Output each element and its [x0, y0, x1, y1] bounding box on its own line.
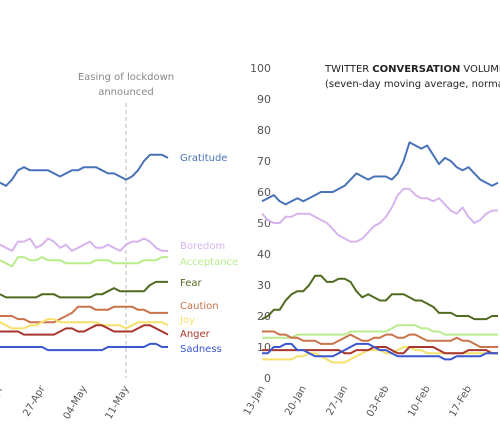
legend-label: Caution [180, 301, 219, 312]
y-tick-label: 90 [257, 93, 271, 106]
series-line [0, 256, 168, 268]
chart-0: 20-Apr 27-Apr 04-May 11-May Easing of lockdo… [0, 72, 238, 422]
series-line [0, 237, 168, 252]
annotation: announced [98, 87, 154, 98]
x-tick-label: 13-Jan [242, 384, 268, 417]
title-part: TWITTER [324, 64, 369, 75]
title-part: VOLUME [463, 64, 500, 75]
legend-label: Joy [179, 315, 195, 326]
y-tick-label: 80 [257, 124, 271, 137]
x-tick-label: 20-Jan [283, 384, 309, 417]
x-tick-label: 04-May [62, 384, 90, 422]
y-tick-label: 100 [250, 62, 271, 75]
legend-label: Gratitude [180, 153, 227, 164]
title-part: CONVERSATION [372, 64, 460, 75]
x-tick-label: 17-Feb [448, 384, 475, 419]
series-line [0, 318, 169, 330]
series-line [0, 280, 168, 299]
chart-subtitle: (seven-day moving average, normalised) [325, 79, 500, 90]
x-tick-label: 11-May [104, 384, 132, 422]
x-tick-label: 27-Jan [325, 384, 351, 417]
x-tick-label: 03-Feb [365, 384, 392, 419]
y-tick-label: 70 [257, 155, 271, 168]
legend-label: Anger [180, 329, 211, 340]
series-line [0, 305, 168, 324]
y-tick-label: 40 [257, 248, 271, 261]
x-tick-label: 27-Apr [21, 383, 48, 418]
x-tick-label: 20-Apr [0, 383, 6, 418]
series-line [262, 330, 498, 348]
series-line [261, 141, 499, 206]
y-tick-label: 50 [257, 217, 271, 230]
y-tick-label: 0 [264, 372, 271, 385]
chart-title: TWITTERCONVERSATIONVOLUME [324, 64, 500, 75]
x-tick-label: 10-Feb [406, 384, 433, 419]
series-line [0, 153, 169, 187]
legend-label: Fear [180, 278, 202, 289]
legend-label: Sadness [180, 344, 222, 355]
series-line [261, 187, 498, 243]
legend-label: Boredom [180, 241, 225, 252]
legend-label: Acceptance [180, 257, 238, 268]
series-line [262, 324, 498, 339]
series-line [262, 342, 498, 361]
series-line [0, 342, 168, 352]
y-tick-label: 20 [257, 310, 271, 323]
y-tick-label: 60 [257, 186, 271, 199]
annotation: Easing of lockdown [78, 72, 174, 83]
y-tick-label: 30 [257, 279, 271, 292]
series-line [0, 324, 169, 336]
series-line [261, 274, 498, 321]
